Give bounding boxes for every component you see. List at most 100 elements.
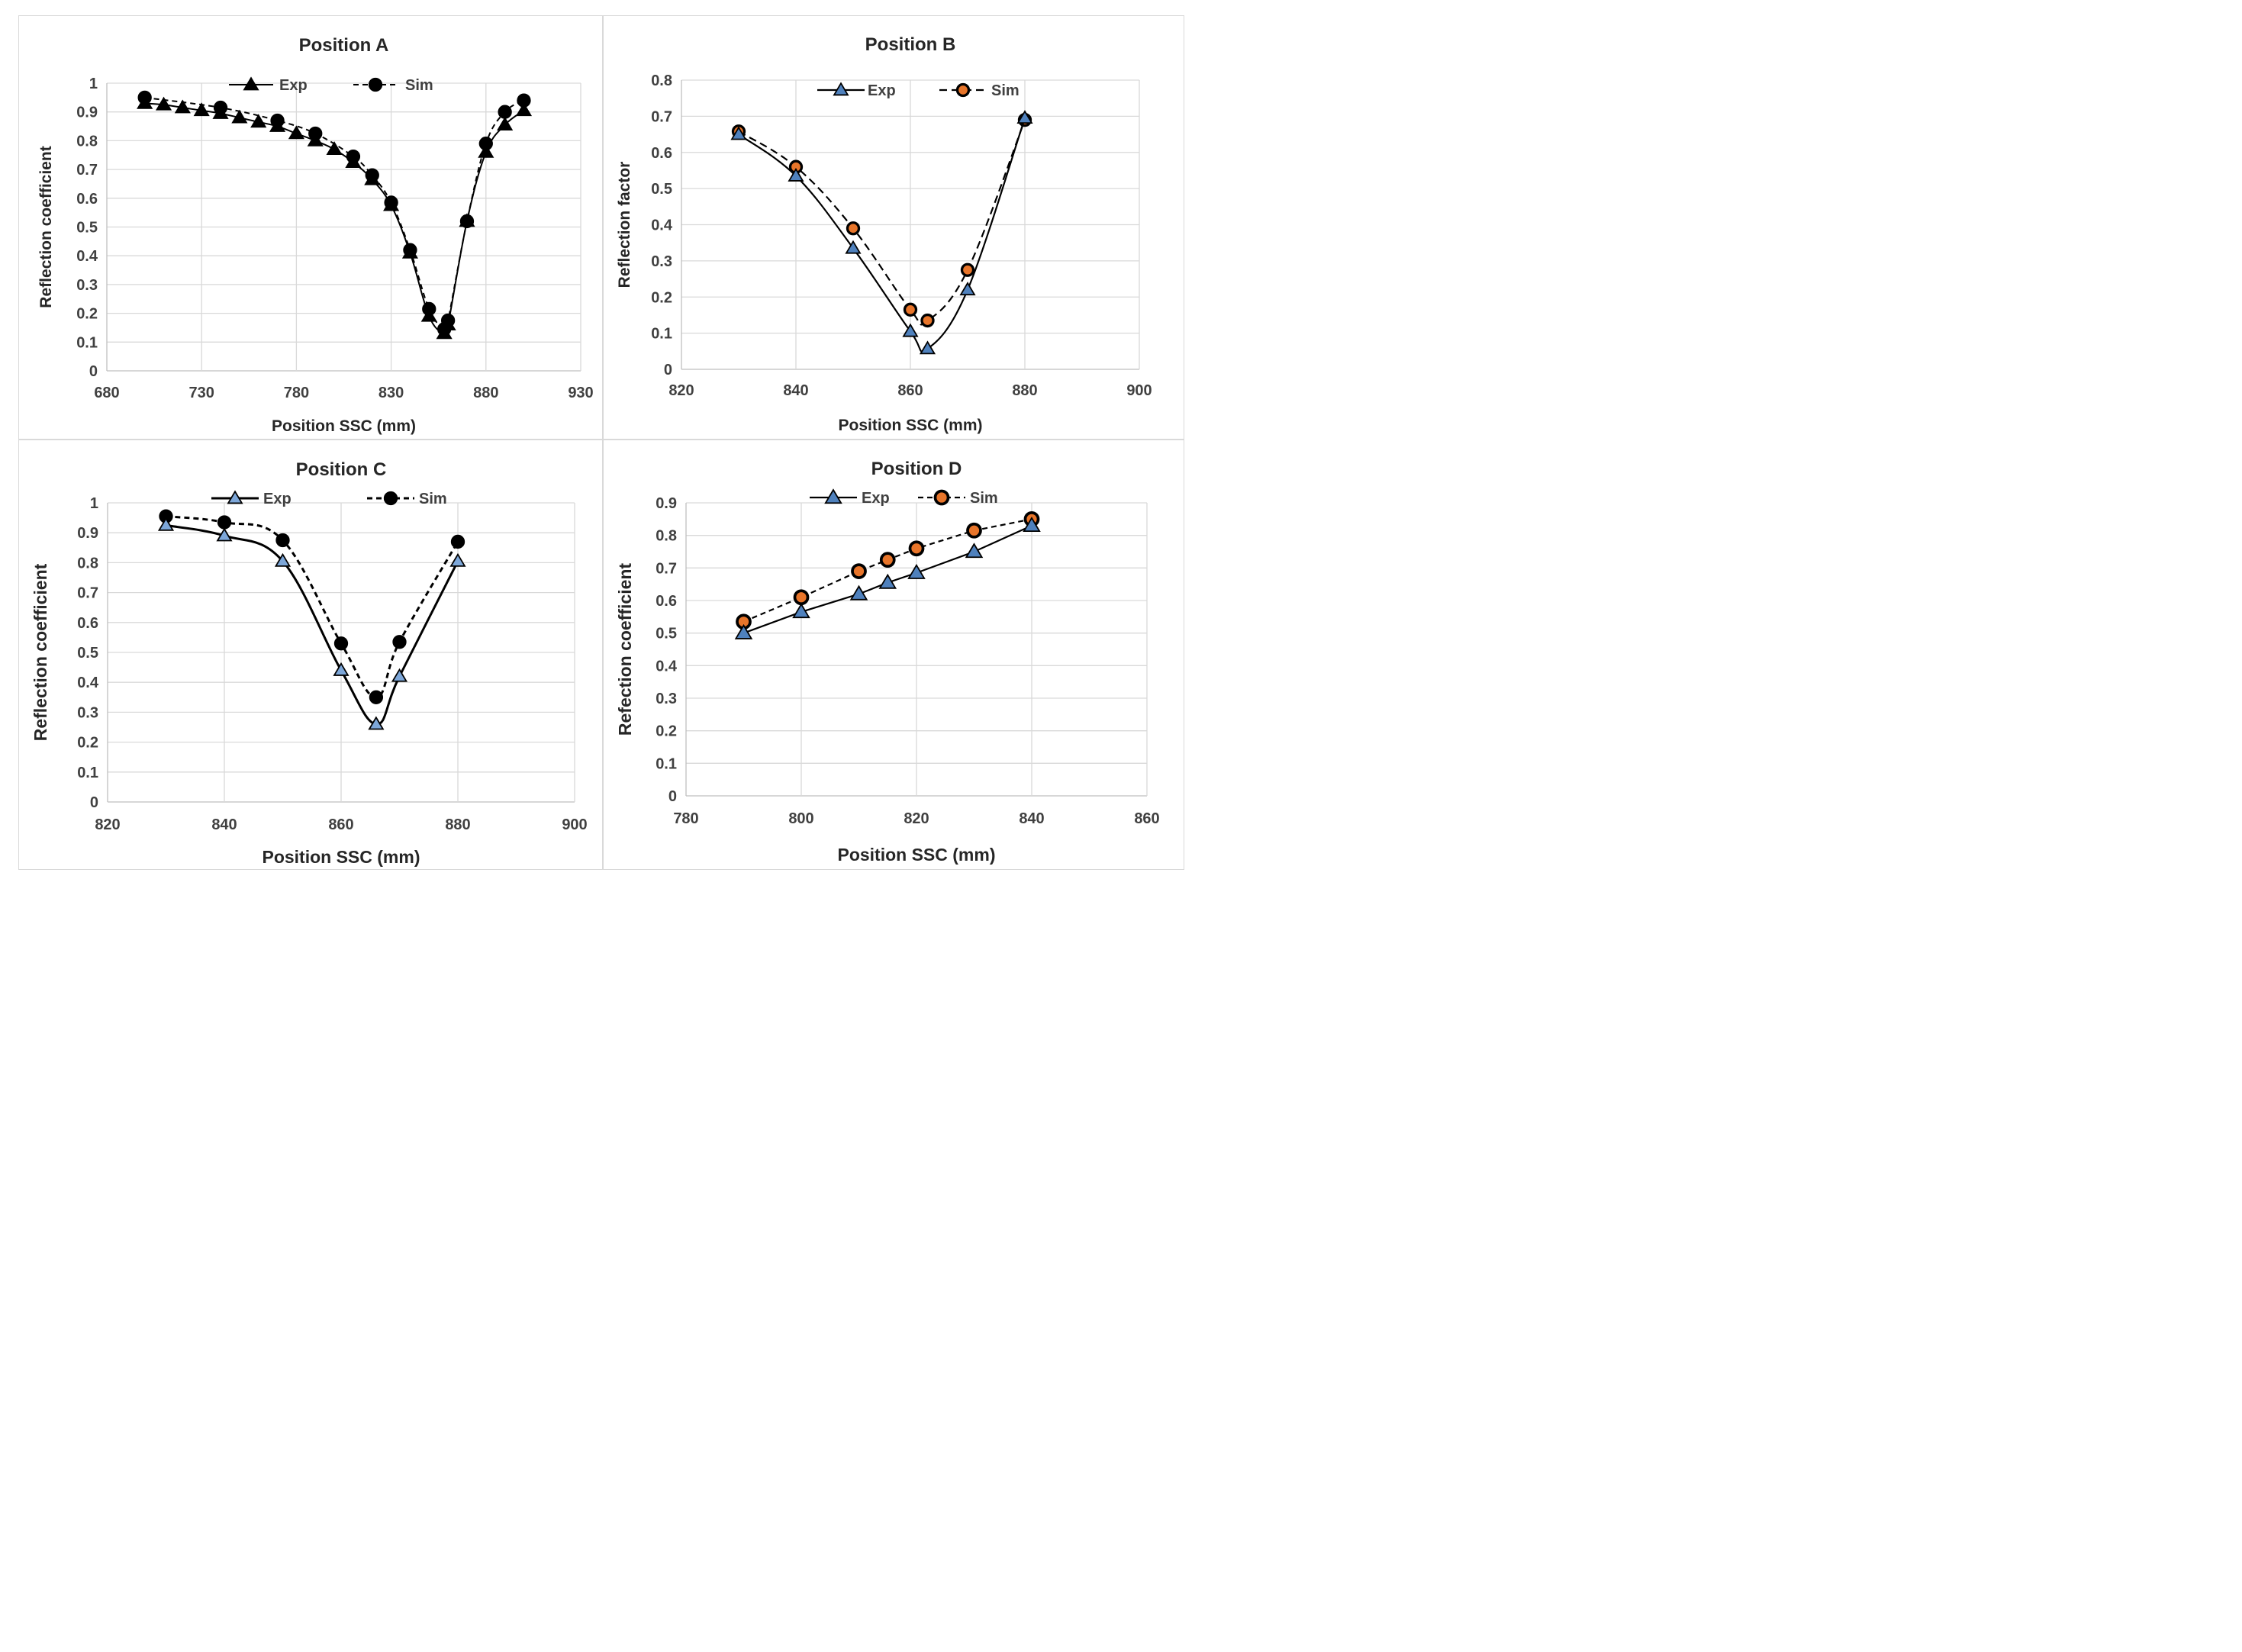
y-tick-label: 0.4 <box>76 248 98 265</box>
data-point <box>155 96 172 111</box>
series-exp <box>157 517 466 730</box>
data-point <box>137 95 153 109</box>
chart-panel-d: Position D 0 0.1 0.2 0.3 0.4 0.5 0.6 0.7 0.8 0.9 78… <box>603 440 1184 870</box>
y-tick-label: 0.7 <box>77 585 98 602</box>
data-point <box>919 340 936 355</box>
x-axis: 680 730 780 830 880 930 <box>94 83 594 401</box>
y-tick-label: 0.6 <box>77 615 98 632</box>
data-point <box>965 543 984 559</box>
data-point <box>391 668 408 682</box>
y-tick-label: 0.3 <box>656 691 677 707</box>
y-tick-label: 0.4 <box>651 217 673 234</box>
chart-panel-a: Position A 0 0.1 0.2 0.3 0.4 0.5 0.6 0.7 0.8 0.9 1 6… <box>18 15 603 440</box>
data-point <box>845 240 862 254</box>
data-point <box>907 563 926 579</box>
legend-marker <box>383 491 398 506</box>
data-point <box>216 527 233 542</box>
y-axis-label: Reflection coefficient <box>31 563 50 741</box>
y-tick-label: 0.2 <box>651 289 672 306</box>
x-tick-label: 840 <box>783 382 808 399</box>
series-line <box>166 523 459 726</box>
legend-label: Exp <box>279 77 308 94</box>
data-point <box>959 282 976 296</box>
data-point <box>730 126 747 140</box>
chart-panel-b: Position B 0 0.1 0.2 0.3 0.4 0.5 0.6 0.7 0.8 820 84… <box>603 15 1184 440</box>
y-tick-label: 0.6 <box>76 191 98 208</box>
x-tick-label: 780 <box>673 810 698 827</box>
y-tick-label: 0.1 <box>76 334 98 351</box>
data-point <box>333 636 349 651</box>
chart-title: Position D <box>871 459 962 479</box>
data-point <box>401 244 419 259</box>
legend-label: Sim <box>970 490 998 507</box>
y-tick-label: 0 <box>89 363 98 380</box>
x-tick-label: 820 <box>904 810 929 827</box>
data-point <box>364 171 381 185</box>
data-point <box>231 109 248 124</box>
data-point <box>878 573 897 589</box>
chart-panel-c: Position C 0 0.1 0.2 0.3 0.4 0.5 0.6 0.7 0.8 0.9 1 8… <box>18 440 603 870</box>
legend-marker <box>833 82 849 96</box>
data-point <box>851 563 867 579</box>
y-tick-label: 1 <box>90 495 98 512</box>
y-tick-label: 0.1 <box>77 765 98 781</box>
series-sim <box>731 112 1032 328</box>
x-tick-label: 880 <box>473 385 498 401</box>
y-tick-label: 0.3 <box>77 704 98 721</box>
series-line <box>738 119 1026 326</box>
x-tick-label: 730 <box>189 385 214 401</box>
y-tick-label: 0.1 <box>651 326 672 343</box>
data-point <box>734 623 753 639</box>
data-point <box>345 154 362 168</box>
legend-marker <box>243 76 259 91</box>
chart-title: Position B <box>865 34 956 55</box>
x-axis-label: Position SSC (mm) <box>262 847 420 867</box>
data-point <box>288 125 304 140</box>
y-axis: 0 0.1 0.2 0.3 0.4 0.5 0.6 0.7 0.8 0.9 <box>656 495 1147 805</box>
x-tick-label: 680 <box>94 385 119 401</box>
x-axis-label: Position SSC (mm) <box>272 417 416 435</box>
legend-label: Exp <box>263 491 292 507</box>
data-point <box>275 533 290 548</box>
series-exp <box>734 517 1041 639</box>
data-point <box>902 323 919 337</box>
legend-label: Sim <box>419 491 447 507</box>
y-axis: 0 0.1 0.2 0.3 0.4 0.5 0.6 0.7 0.8 <box>651 72 1139 378</box>
y-tick-label: 0.4 <box>656 658 678 675</box>
series-sim <box>159 509 465 704</box>
data-point <box>1023 517 1041 533</box>
data-point <box>498 105 512 119</box>
data-point <box>450 534 465 549</box>
data-point <box>960 262 975 277</box>
data-point <box>908 540 925 557</box>
data-point <box>440 317 456 330</box>
data-point <box>449 552 466 567</box>
chart-a: Position A00.10.20.30.40.50.60.70.80.916… <box>37 35 594 435</box>
x-axis: 780 800 820 840 860 <box>673 503 1160 827</box>
series-exp <box>137 95 533 340</box>
y-tick-label: 0 <box>668 788 677 805</box>
series-line <box>743 518 1032 623</box>
y-tick-label: 0.5 <box>76 220 98 237</box>
legend: Exp Sim <box>211 490 447 507</box>
series-sim <box>137 90 531 337</box>
y-axis-label: Refection coefficient <box>615 563 635 736</box>
series-exp <box>730 110 1033 355</box>
data-point <box>307 132 324 147</box>
y-tick-label: 0.5 <box>77 645 98 662</box>
y-tick-label: 0.8 <box>651 72 672 89</box>
data-point <box>333 662 350 676</box>
data-point <box>459 213 475 227</box>
x-tick-label: 860 <box>328 816 353 833</box>
data-point <box>274 552 292 567</box>
chart-c: Position C00.10.20.30.40.50.60.70.80.918… <box>31 459 588 867</box>
x-tick-label: 880 <box>1012 382 1037 399</box>
y-tick-label: 0.6 <box>651 145 672 162</box>
x-axis: 820 840 860 880 900 <box>668 80 1152 399</box>
x-tick-label: 800 <box>788 810 813 827</box>
y-tick-label: 0.3 <box>651 253 672 270</box>
y-tick-label: 0.8 <box>76 133 98 150</box>
x-tick-label: 860 <box>897 382 923 399</box>
x-tick-label: 840 <box>211 816 237 833</box>
y-tick-label: 0.9 <box>77 525 98 542</box>
